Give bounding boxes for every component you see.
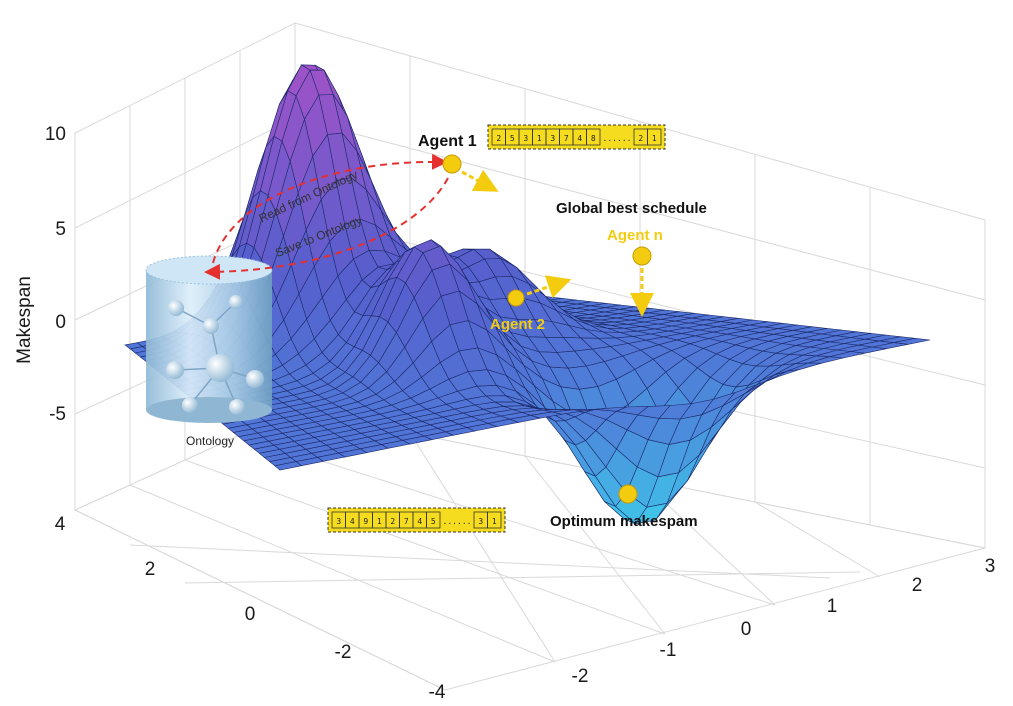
- y-axis-ticks: 4 2 0 -2 -4: [55, 514, 446, 703]
- schedule-cell-text: 3: [336, 517, 341, 526]
- y-tick: 4: [55, 514, 66, 535]
- schedule-cell-text: 3: [478, 517, 483, 526]
- schedule-cell-text: 4: [577, 134, 582, 143]
- schedule-cell-text: 4: [350, 517, 355, 526]
- x-axis-ticks: -2 -1 0 1 2 3: [572, 556, 996, 687]
- agent-n-point: [632, 246, 652, 266]
- agent-1-point: [442, 154, 462, 174]
- agent-n-label: Agent n: [607, 227, 663, 244]
- x-tick: -2: [572, 666, 589, 687]
- y-tick: -2: [335, 642, 352, 663]
- schedule-cell-text: 3: [523, 134, 528, 143]
- schedule-cell-text: 2: [390, 517, 395, 526]
- ontology-database-icon: Ontology: [145, 255, 273, 448]
- agent-1-label: Agent 1: [418, 133, 477, 150]
- y-tick: -4: [429, 682, 446, 703]
- global-best-label: Global best schedule: [556, 200, 707, 217]
- schedule-cell: [487, 511, 502, 529]
- z-tick: 0: [55, 312, 66, 333]
- optimum-point: [618, 484, 638, 504]
- optimum-label: Optimum makespam: [550, 513, 698, 530]
- bottom-schedule-strip: 3 4 9 1 2 7 4 5...... 3 1: [327, 507, 506, 533]
- x-tick: 1: [827, 596, 838, 617]
- schedule-cell-text: 8: [591, 134, 596, 143]
- schedule-cell: [586, 128, 601, 146]
- schedule-cell-text: 9: [363, 517, 368, 526]
- schedule-cell-text: 5: [510, 134, 515, 143]
- schedule-cell-text: 1: [652, 134, 657, 143]
- z-tick: 5: [55, 219, 66, 240]
- x-tick: 2: [912, 575, 923, 596]
- ontology-label: Ontology: [186, 434, 234, 448]
- schedule-cell-text: 2: [496, 134, 501, 143]
- schedule-cell-text: 7: [564, 134, 569, 143]
- schedule-cell-text: 4: [417, 517, 422, 526]
- schedule-cell-text: 2: [638, 134, 643, 143]
- schedule-cell-text: 1: [492, 517, 497, 526]
- schedule-cell-text: 1: [377, 517, 382, 526]
- schedule-cell-text: 7: [404, 517, 409, 526]
- schedule-cell-text: ......: [443, 517, 472, 526]
- z-tick: -5: [49, 404, 66, 425]
- agent-2-point: [507, 289, 525, 307]
- x-tick: 0: [741, 619, 752, 640]
- surface-cell: [893, 337, 931, 345]
- schedule-cell: [426, 511, 441, 529]
- schedule-cell-text: ......: [603, 134, 632, 143]
- z-axis-ticks: 10 5 0 -5: [45, 124, 66, 425]
- schedule-cell-text: 5: [431, 517, 436, 526]
- schedule-cell: [647, 128, 662, 146]
- y-tick: 2: [145, 559, 156, 580]
- y-tick: 0: [245, 604, 256, 625]
- schedule-cell-text: 3: [550, 134, 555, 143]
- top-schedule-strip: 2 5 3 1 3 7 4 8...... 2 1: [487, 124, 666, 150]
- x-tick: 3: [985, 556, 996, 577]
- agent-2-label: Agent 2: [490, 316, 545, 333]
- schedule-cell-text: 1: [537, 134, 542, 143]
- agents: Agent 1 Agent 2 Agent n Global best sche…: [418, 133, 707, 530]
- z-tick: 10: [45, 124, 66, 145]
- z-axis-label: Makespan: [14, 276, 35, 364]
- x-tick: -1: [660, 640, 677, 661]
